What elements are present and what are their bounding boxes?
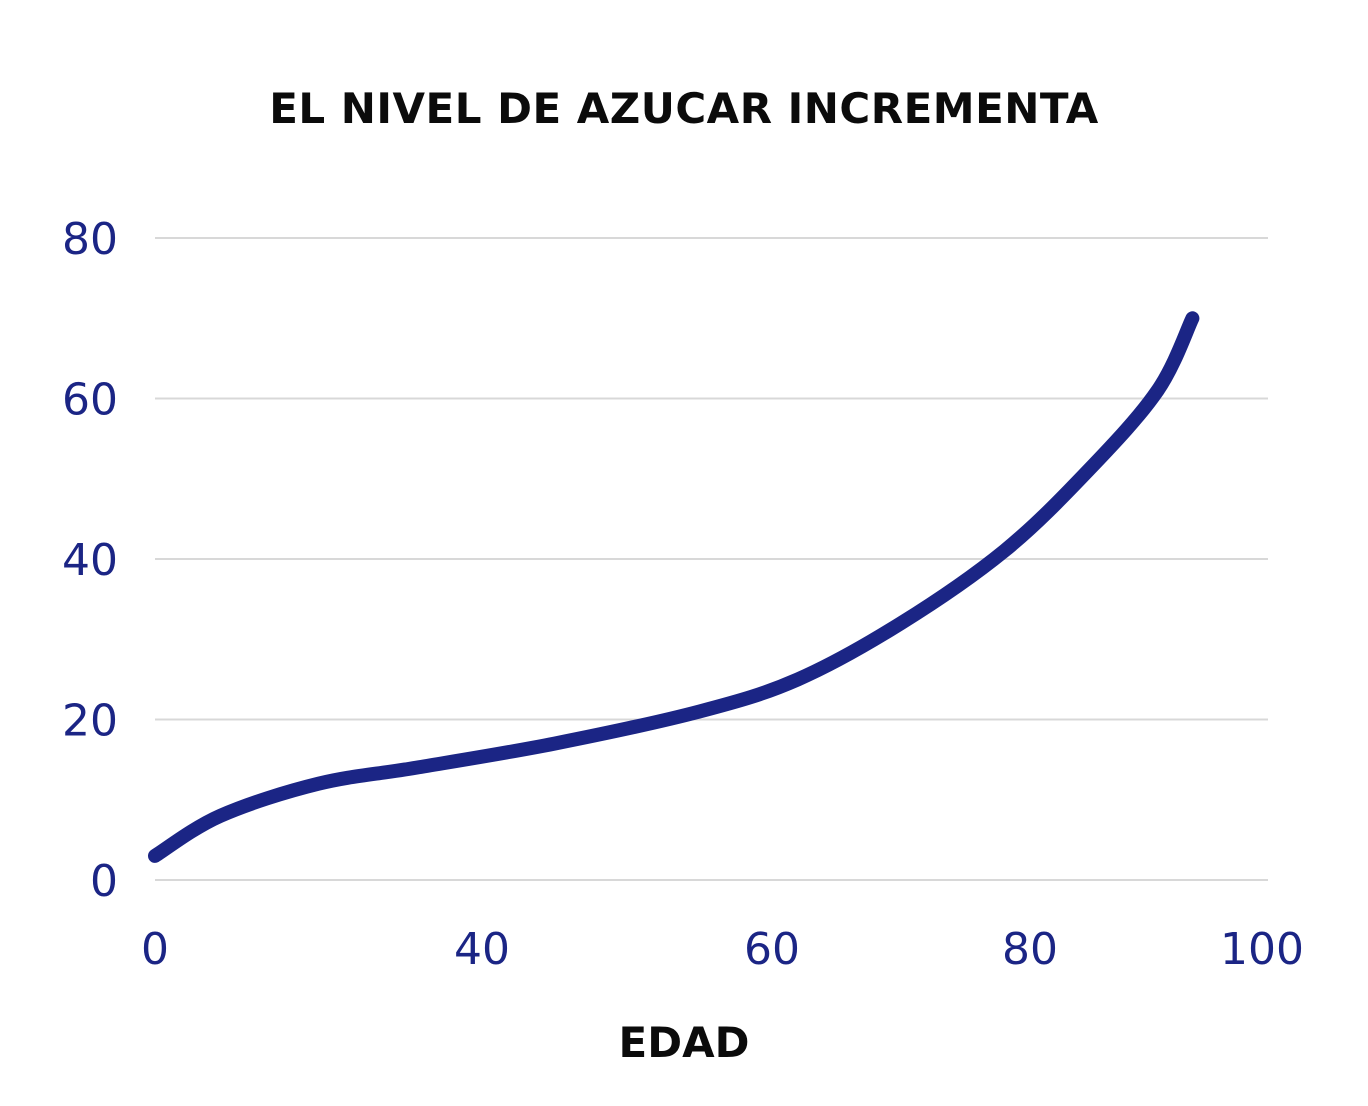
y-axis-tick-labels: 0 20 40 60 80 xyxy=(62,214,118,907)
series-line-0 xyxy=(148,311,1200,863)
y-tick-label-60: 60 xyxy=(62,375,118,426)
x-tick-label-60: 60 xyxy=(744,924,800,975)
series-layer xyxy=(148,311,1200,863)
y-tick-label-80: 80 xyxy=(62,214,118,265)
x-tick-label-40: 40 xyxy=(454,924,510,975)
y-tick-label-20: 20 xyxy=(62,696,118,747)
y-tick-label-40: 40 xyxy=(62,535,118,586)
x-axis-label: EDAD xyxy=(618,1018,750,1067)
gridlines xyxy=(155,237,1268,881)
x-tick-label-80: 80 xyxy=(1002,924,1058,975)
x-tick-label-0: 0 xyxy=(141,924,169,975)
x-axis-tick-labels: 0 40 60 80 100 xyxy=(141,924,1304,975)
y-tick-label-0: 0 xyxy=(90,856,118,907)
x-tick-label-100: 100 xyxy=(1220,924,1304,975)
chart-title: EL NIVEL DE AZUCAR INCREMENTA xyxy=(269,84,1099,133)
